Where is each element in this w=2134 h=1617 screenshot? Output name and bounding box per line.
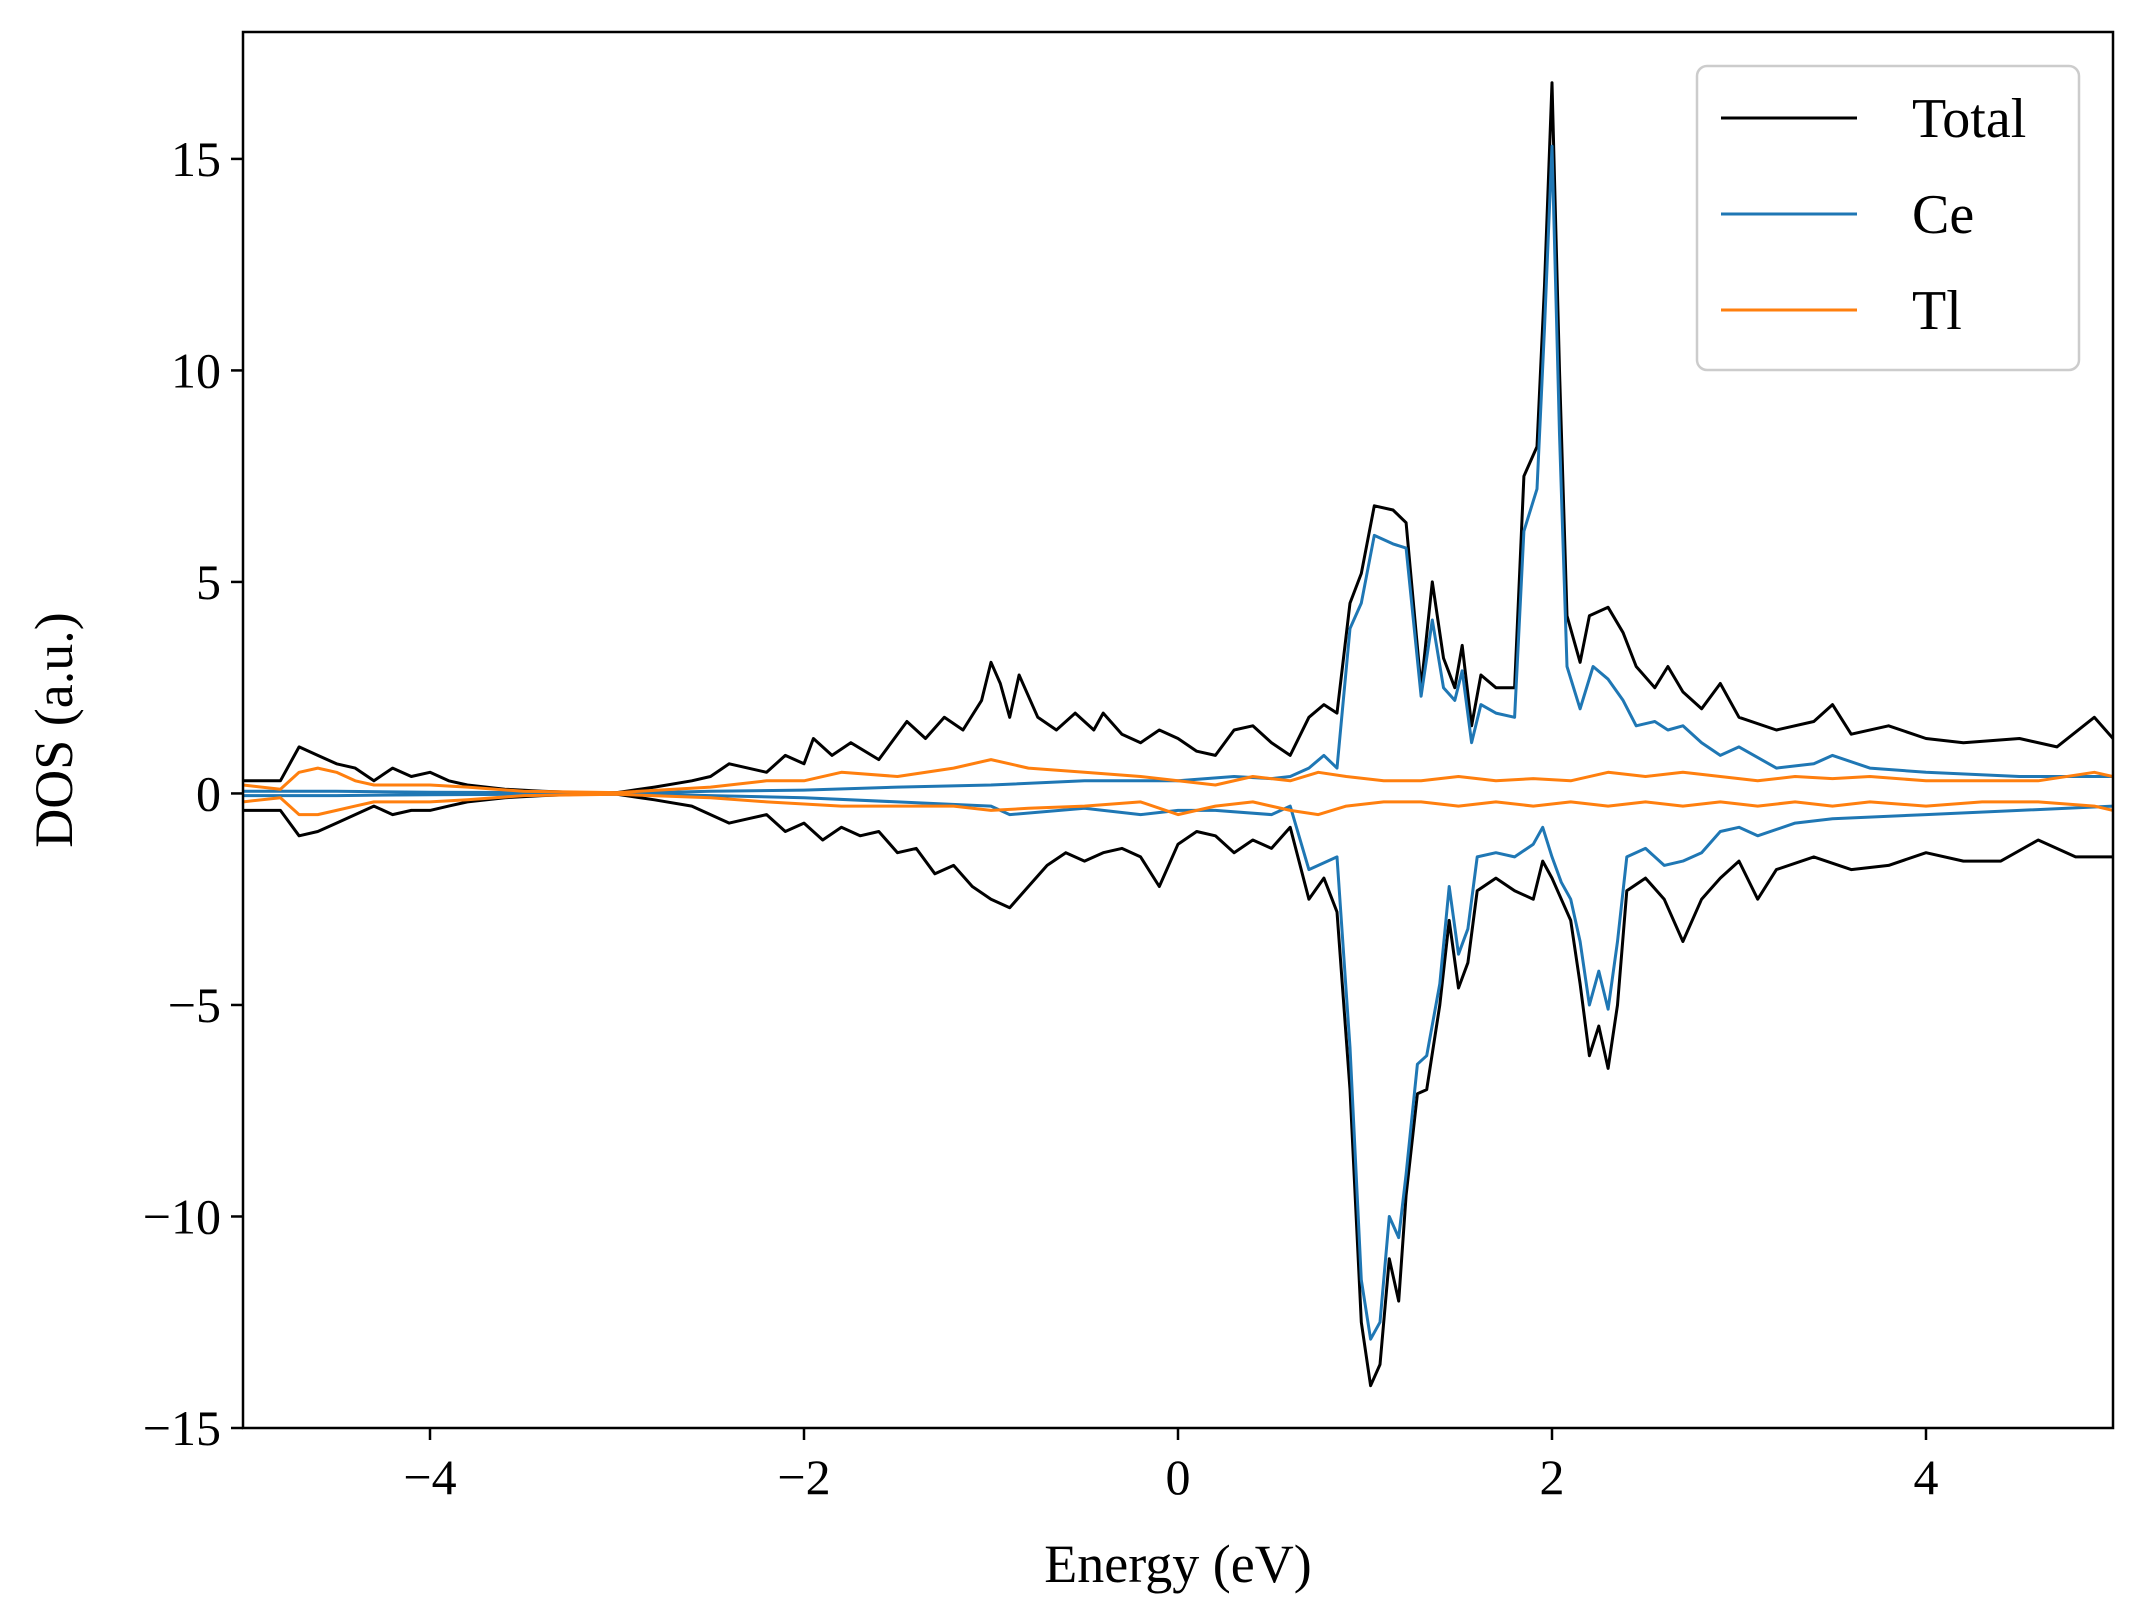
y-tick-label: −5 <box>168 977 221 1033</box>
x-tick-label: 0 <box>1166 1449 1191 1505</box>
series-ce-down-line <box>243 792 2113 1341</box>
legend: Total Ce Tl <box>1695 64 2081 372</box>
y-tick-label: 10 <box>171 342 221 398</box>
legend-label-ce: Ce <box>1912 184 1974 246</box>
series-tl-down-line <box>243 792 2113 817</box>
x-tick-label: 4 <box>1914 1449 1939 1505</box>
legend-label-tl: Tl <box>1912 280 1962 342</box>
x-axis-title: Energy (eV) <box>1044 1534 1311 1594</box>
series-ce-up-line <box>243 144 2113 795</box>
series-tl-up-line <box>243 758 2113 795</box>
x-axis-ticks: −4 −2 0 2 4 <box>403 1428 1939 1505</box>
y-tick-label: −15 <box>143 1400 221 1456</box>
y-tick-label: 0 <box>196 765 221 821</box>
series-layer <box>243 81 2113 1388</box>
y-tick-label: 15 <box>171 131 221 187</box>
series-total-up-line <box>243 81 2113 795</box>
x-tick-label: −2 <box>777 1449 830 1505</box>
y-axis-ticks: −15 −10 −5 0 5 10 15 <box>143 131 243 1456</box>
y-tick-label: −10 <box>143 1188 221 1244</box>
x-tick-label: −4 <box>403 1449 456 1505</box>
legend-label-total: Total <box>1912 88 2026 150</box>
series-total-down-line <box>243 792 2113 1388</box>
y-tick-label: 5 <box>196 554 221 610</box>
y-axis-title: DOS (a.u.) <box>24 612 84 847</box>
x-tick-label: 2 <box>1540 1449 1565 1505</box>
legend-box <box>1695 64 2081 372</box>
